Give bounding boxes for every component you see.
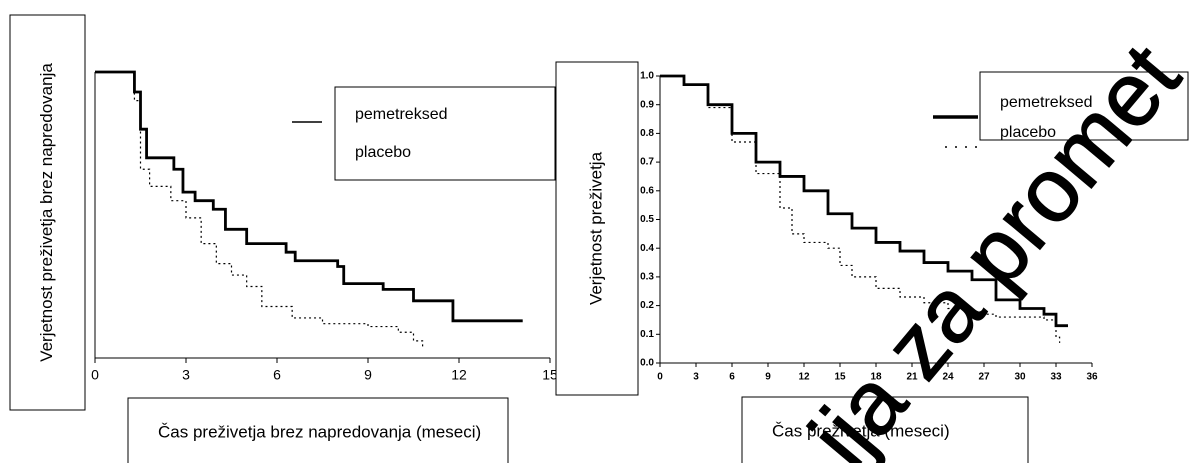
y-tick-label: 0.8 xyxy=(640,128,654,139)
y-axis-label: Verjetnost preživetja brez napredovanja xyxy=(37,63,56,362)
y-tick-label: 0.5 xyxy=(640,214,654,225)
x-axis-label: Čas preživetja (meseci) xyxy=(772,421,950,440)
x-tick-label: 0 xyxy=(91,367,99,383)
y-axis-label: Verjetnost preživetja xyxy=(586,151,605,305)
x-tick-label: 12 xyxy=(798,372,810,383)
legend-label: pemetreksed xyxy=(355,106,448,123)
y-tick-label: 0.1 xyxy=(640,329,654,340)
x-tick-label: 27 xyxy=(978,372,990,383)
x-tick-label: 33 xyxy=(1050,372,1062,383)
x-tick-label: 9 xyxy=(765,372,771,383)
survival-curve xyxy=(660,75,1061,343)
x-tick-label: 12 xyxy=(451,367,467,383)
legend-label: placebo xyxy=(355,144,411,161)
y-tick-label: 0.9 xyxy=(640,99,654,110)
y-tick-label: 0.7 xyxy=(640,157,654,168)
x-tick-label: 9 xyxy=(364,367,372,383)
x-axis-label: Čas preživetja brez napredovanja (meseci… xyxy=(158,422,481,441)
y-tick-label: 0.3 xyxy=(640,272,654,283)
y-label-box xyxy=(9,14,86,411)
legend-label: pemetreksed xyxy=(1000,94,1093,111)
x-tick-label: 21 xyxy=(906,372,918,383)
x-tick-label: 3 xyxy=(693,372,699,383)
x-label-box xyxy=(741,396,1029,463)
y-tick-label: 0.6 xyxy=(640,185,654,196)
survival-curve xyxy=(660,74,1068,328)
y-tick-label: 0.4 xyxy=(640,243,654,254)
survival-curve xyxy=(95,70,523,323)
x-tick-label: 18 xyxy=(870,372,882,383)
legend-box xyxy=(979,71,1189,141)
x-label-box xyxy=(127,397,509,463)
x-tick-label: 24 xyxy=(942,372,954,383)
legend-box xyxy=(334,86,556,181)
x-tick-label: 6 xyxy=(729,372,735,383)
x-tick-label: 3 xyxy=(182,367,190,383)
y-label-box xyxy=(555,61,639,396)
y-tick-label: 1.0 xyxy=(640,71,654,82)
y-tick-label: 0.2 xyxy=(640,300,654,311)
legend-label: placebo xyxy=(1000,124,1056,141)
x-tick-label: 6 xyxy=(273,367,281,383)
x-tick-label: 36 xyxy=(1086,372,1098,383)
x-tick-label: 15 xyxy=(542,367,558,383)
x-tick-label: 0 xyxy=(657,372,663,383)
x-tick-label: 30 xyxy=(1014,372,1026,383)
x-tick-label: 15 xyxy=(834,372,846,383)
y-tick-label: 0.0 xyxy=(640,358,654,369)
